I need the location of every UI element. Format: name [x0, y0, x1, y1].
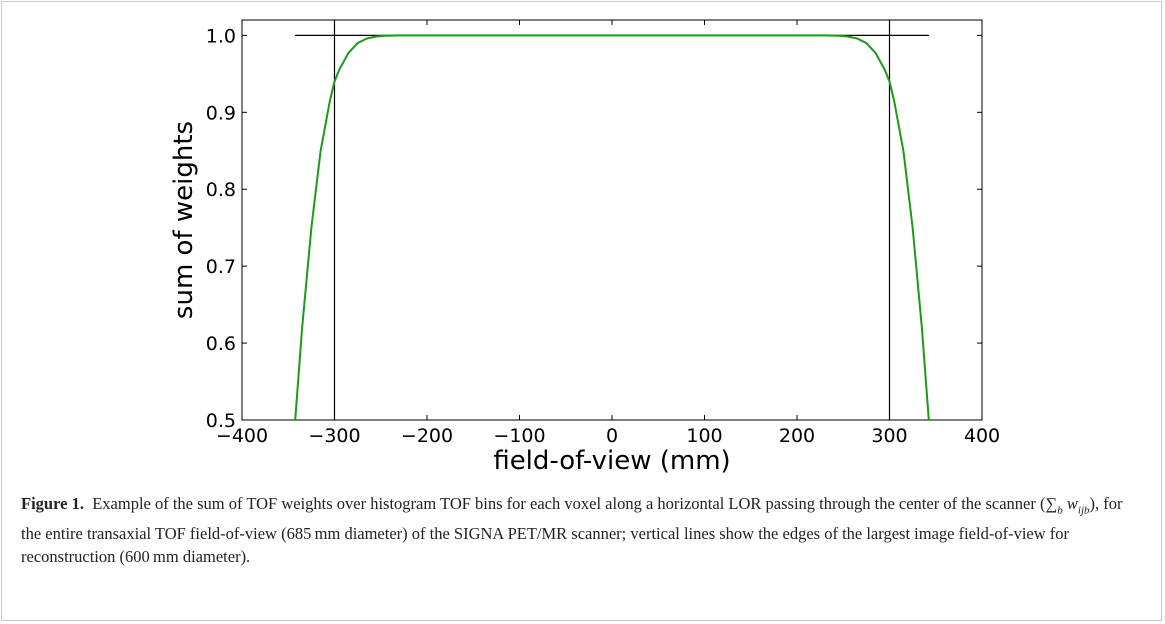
sum-symbol: ∑	[1045, 494, 1058, 513]
figure-1-chart: −400 −300 −200 −100 0 100 200 300 400 0.5 0.6 0.7 0.…	[169, 19, 1000, 476]
x-tick-label: 0	[606, 425, 618, 447]
axis-ticks: −400 −300 −200 −100 0 100 200 300 400 0.5 0.6 0.7 0.…	[206, 20, 1000, 447]
y-axis-label: sum of weights	[169, 121, 199, 319]
x-tick-label: −200	[401, 425, 453, 447]
y-tick-label: 0.5	[206, 410, 236, 432]
weight-subscript: ijb	[1077, 504, 1090, 517]
x-tick-label: −300	[308, 425, 360, 447]
reference-lines	[295, 20, 929, 420]
y-tick-label: 1.0	[206, 25, 236, 47]
caption-text-before: Example of the sum of TOF weights over h…	[92, 494, 1046, 513]
figure-label: Figure 1.	[21, 494, 84, 513]
y-tick-label: 0.7	[206, 256, 236, 278]
series-line-sum-of-weights	[294, 34, 930, 421]
x-tick-label: 400	[964, 425, 1000, 447]
x-tick-label: −100	[493, 425, 545, 447]
y-tick-label: 0.8	[206, 179, 236, 201]
figure-caption: Figure 1. Example of the sum of TOF weig…	[21, 492, 1146, 568]
x-tick-label: −400	[216, 425, 268, 447]
x-tick-label: 300	[871, 425, 907, 447]
plot-area	[241, 19, 983, 421]
caption-text-after: ), for the entire transaxial TOF field-o…	[21, 494, 1123, 567]
sum-subscript: b	[1057, 504, 1063, 517]
y-tick-label: 0.9	[206, 102, 236, 124]
x-axis-label: field-of-view (mm)	[493, 446, 730, 476]
x-tick-label: 200	[779, 425, 815, 447]
x-tick-label: 100	[686, 425, 722, 447]
y-tick-label: 0.6	[206, 333, 236, 355]
weight-symbol: w	[1066, 494, 1078, 513]
